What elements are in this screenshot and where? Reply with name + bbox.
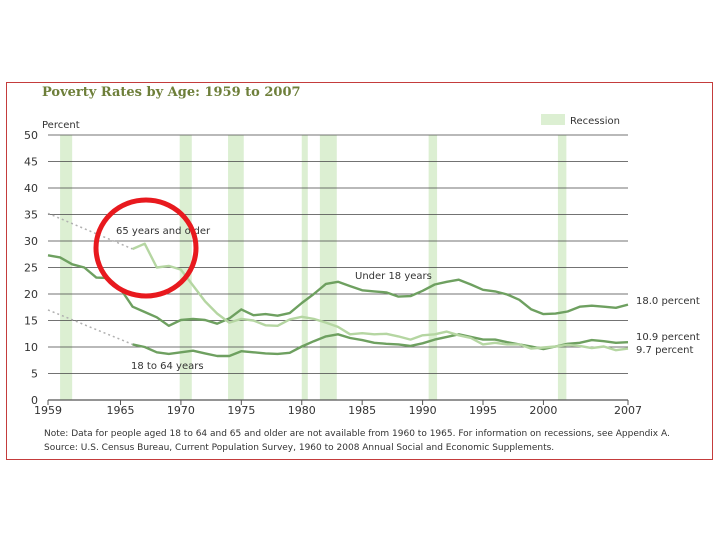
y-tick-label-30: 30 xyxy=(24,235,38,248)
x-tick-label-1980: 1980 xyxy=(288,404,316,417)
x-tick-label-1975: 1975 xyxy=(227,404,255,417)
y-tick-label-35: 35 xyxy=(24,209,38,222)
y-tick-label-50: 50 xyxy=(24,129,38,142)
series-line-18-to-64-years xyxy=(132,333,629,358)
y-tick-label-45: 45 xyxy=(24,156,38,169)
y-tick-label-10: 10 xyxy=(24,341,38,354)
chart-frame xyxy=(6,82,713,460)
x-tick-label-1970: 1970 xyxy=(167,404,195,417)
y-tick-label-5: 5 xyxy=(31,368,38,381)
series-line-65-years-and-older xyxy=(132,242,629,352)
x-tick-label-1965: 1965 xyxy=(107,404,135,417)
legend-recession-label: Recession xyxy=(570,116,620,127)
y-tick-label-25: 25 xyxy=(24,262,38,275)
x-tick-label-1959: 1959 xyxy=(34,404,62,417)
x-tick-label-2007: 2007 xyxy=(614,404,642,417)
y-tick-label-20: 20 xyxy=(24,288,38,301)
projection-line-1 xyxy=(47,309,133,346)
end-label-under-18: 18.0 percent xyxy=(636,296,700,307)
legend-recession-swatch xyxy=(541,114,565,125)
source-text: Source: U.S. Census Bureau, Current Popu… xyxy=(44,443,555,453)
series-label-18-to-64: 18 to 64 years xyxy=(131,361,204,372)
y-tick-label-15: 15 xyxy=(24,315,38,328)
y-tick-label-40: 40 xyxy=(24,182,38,195)
x-tick-label-1990: 1990 xyxy=(409,404,437,417)
series-label-under-18: Under 18 years xyxy=(355,271,432,282)
x-tick-label-2000: 2000 xyxy=(529,404,557,417)
series-label-65-and-older: 65 years and older xyxy=(116,226,211,237)
end-label-18-to-64: 10.9 percent xyxy=(636,332,700,343)
y-tick-label-0: 0 xyxy=(31,394,38,407)
note-text: Note: Data for people aged 18 to 64 and … xyxy=(44,429,670,439)
series-line-under-18-years xyxy=(47,254,629,327)
chart-title: Poverty Rates by Age: 1959 to 2007 xyxy=(42,85,301,100)
highlight-circle-annotation xyxy=(93,197,199,299)
end-label-65-and-older: 9.7 percent xyxy=(636,345,693,356)
x-tick-label-1995: 1995 xyxy=(469,404,497,417)
y-axis-label: Percent xyxy=(42,120,80,131)
x-tick-label-1985: 1985 xyxy=(348,404,376,417)
projection-line-0 xyxy=(47,212,133,250)
